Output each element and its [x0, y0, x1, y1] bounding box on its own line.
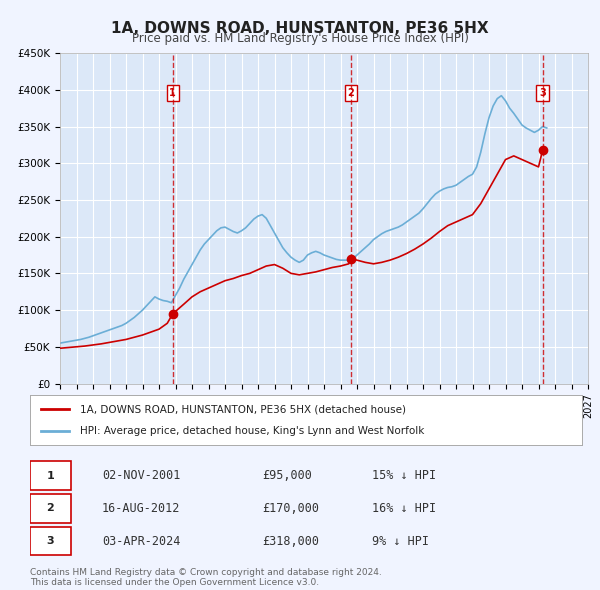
Text: 1A, DOWNS ROAD, HUNSTANTON, PE36 5HX: 1A, DOWNS ROAD, HUNSTANTON, PE36 5HX — [111, 21, 489, 35]
Text: 3: 3 — [539, 88, 546, 98]
1A, DOWNS ROAD, HUNSTANTON, PE36 5HX (detached house) — [347, 255, 355, 262]
HPI: Average price, detached house, King's Lynn and West Norfolk: (2.02e+03, 3.92e+05): Average price, detached house, King's Ly… — [498, 92, 505, 99]
HPI: Average price, detached house, King's Lynn and West Norfolk: (2e+03, 1.15e+05): Average price, detached house, King's Ly… — [155, 296, 163, 303]
Line: HPI: Average price, detached house, King's Lynn and West Norfolk: HPI: Average price, detached house, King… — [60, 96, 547, 343]
Text: 15% ↓ HPI: 15% ↓ HPI — [372, 469, 436, 482]
Text: 03-APR-2024: 03-APR-2024 — [102, 535, 180, 548]
Text: 02-NOV-2001: 02-NOV-2001 — [102, 469, 180, 482]
HPI: Average price, detached house, King's Lynn and West Norfolk: (2e+03, 2.02e+05): Average price, detached house, King's Ly… — [209, 232, 216, 239]
Text: £170,000: £170,000 — [262, 502, 319, 515]
1A, DOWNS ROAD, HUNSTANTON, PE36 5HX (detached house) — [56, 345, 64, 352]
HPI: Average price, detached house, King's Lynn and West Norfolk: (2.02e+03, 2.68e+05): Average price, detached house, King's Ly… — [448, 183, 455, 190]
Line: 1A, DOWNS ROAD, HUNSTANTON, PE36 5HX (detached house): 1A, DOWNS ROAD, HUNSTANTON, PE36 5HX (de… — [60, 150, 542, 348]
1A, DOWNS ROAD, HUNSTANTON, PE36 5HX (detached house) — [539, 146, 546, 153]
Text: HPI: Average price, detached house, King's Lynn and West Norfolk: HPI: Average price, detached house, King… — [80, 427, 424, 437]
HPI: Average price, detached house, King's Lynn and West Norfolk: (2.02e+03, 3.48e+05): Average price, detached house, King's Ly… — [543, 124, 550, 132]
Text: Contains HM Land Registry data © Crown copyright and database right 2024.: Contains HM Land Registry data © Crown c… — [30, 568, 382, 576]
HPI: Average price, detached house, King's Lynn and West Norfolk: (2.02e+03, 2.95e+05): Average price, detached house, King's Ly… — [473, 163, 480, 171]
Text: Price paid vs. HM Land Registry's House Price Index (HPI): Price paid vs. HM Land Registry's House … — [131, 32, 469, 45]
1A, DOWNS ROAD, HUNSTANTON, PE36 5HX (detached house) — [169, 310, 176, 317]
Text: 2: 2 — [347, 88, 354, 98]
1A, DOWNS ROAD, HUNSTANTON, PE36 5HX (detached house) — [320, 266, 328, 273]
HPI: Average price, detached house, King's Lynn and West Norfolk: (2e+03, 5.5e+04): Average price, detached house, King's Ly… — [56, 340, 64, 347]
Text: £95,000: £95,000 — [262, 469, 312, 482]
FancyBboxPatch shape — [30, 527, 71, 555]
1A, DOWNS ROAD, HUNSTANTON, PE36 5HX (detached house) — [230, 275, 237, 282]
Text: This data is licensed under the Open Government Licence v3.0.: This data is licensed under the Open Gov… — [30, 578, 319, 587]
Text: 3: 3 — [47, 536, 54, 546]
FancyBboxPatch shape — [30, 461, 71, 490]
Text: 1A, DOWNS ROAD, HUNSTANTON, PE36 5HX (detached house): 1A, DOWNS ROAD, HUNSTANTON, PE36 5HX (de… — [80, 404, 406, 414]
1A, DOWNS ROAD, HUNSTANTON, PE36 5HX (detached house) — [155, 326, 163, 333]
1A, DOWNS ROAD, HUNSTANTON, PE36 5HX (detached house) — [477, 200, 484, 207]
Text: 9% ↓ HPI: 9% ↓ HPI — [372, 535, 429, 548]
FancyBboxPatch shape — [30, 494, 71, 523]
Text: 1: 1 — [47, 471, 54, 481]
Text: 2: 2 — [47, 503, 54, 513]
Text: 1: 1 — [169, 88, 176, 98]
Text: 16% ↓ HPI: 16% ↓ HPI — [372, 502, 436, 515]
HPI: Average price, detached house, King's Lynn and West Norfolk: (2.02e+03, 2.28e+05): Average price, detached house, King's Ly… — [411, 212, 418, 219]
Text: £318,000: £318,000 — [262, 535, 319, 548]
Text: 16-AUG-2012: 16-AUG-2012 — [102, 502, 180, 515]
HPI: Average price, detached house, King's Lynn and West Norfolk: (2.01e+03, 1.68e+05): Average price, detached house, King's Ly… — [341, 257, 348, 264]
